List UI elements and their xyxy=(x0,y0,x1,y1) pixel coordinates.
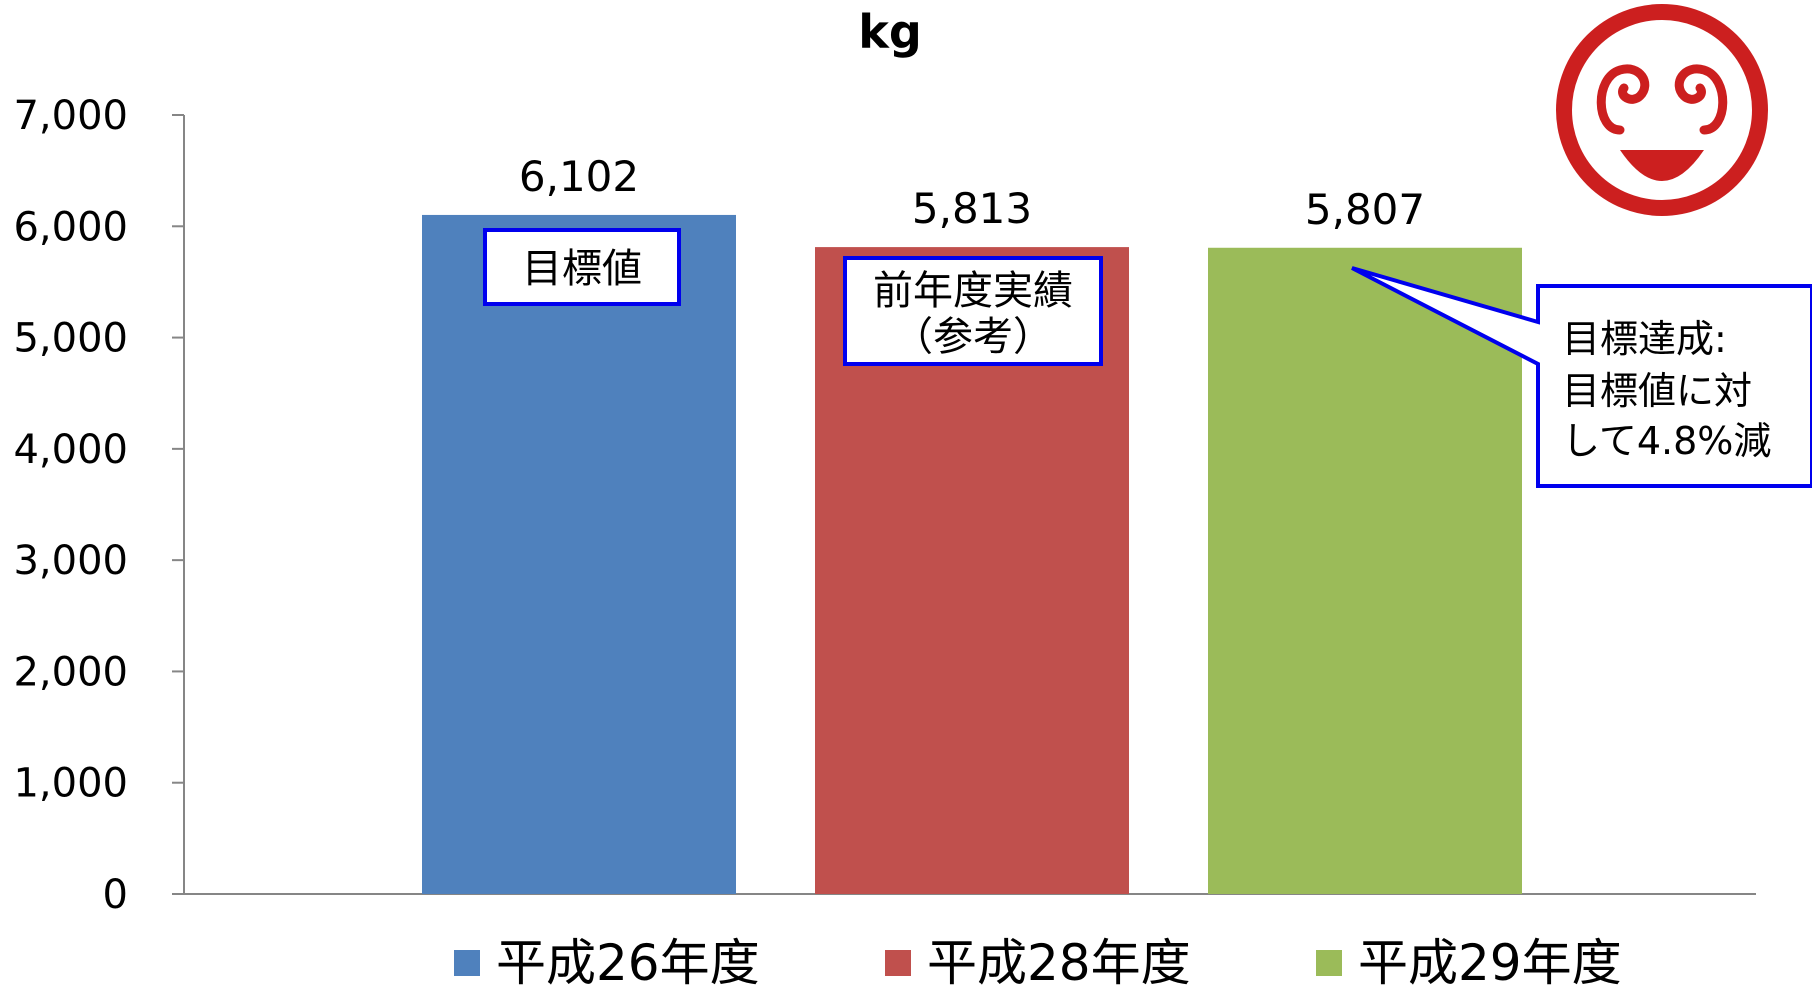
y-tick-label: 3,000 xyxy=(13,538,128,584)
callout-line-2: 目標値に対 xyxy=(1562,369,1752,413)
data-labels-group: 6,102 5,813 5,807 xyxy=(519,152,1425,234)
bar xyxy=(422,214,736,894)
legend-swatch xyxy=(885,950,911,976)
data-label: 6,102 xyxy=(519,152,639,201)
left-eye-icon xyxy=(1596,64,1650,135)
target-note-box xyxy=(483,228,681,306)
previous-year-note-line1: 前年度実績 xyxy=(873,268,1073,314)
legend-label: 平成26年度 xyxy=(496,934,760,990)
legend: 平成26年度 平成28年度 平成29年度 xyxy=(454,934,1622,990)
data-label: 5,813 xyxy=(912,184,1032,233)
previous-year-note-box xyxy=(843,256,1103,366)
y-tick-label: 7,000 xyxy=(13,93,128,139)
legend-label: 平成28年度 xyxy=(927,934,1191,990)
y-axis-ticks: 0 1,000 2,000 3,000 4,000 5,000 6,000 7,000 xyxy=(13,93,184,918)
previous-year-note-line2: （参考） xyxy=(893,314,1053,360)
data-label: 5,807 xyxy=(1305,185,1425,234)
mouth-icon xyxy=(1620,150,1704,181)
y-tick-label: 1,000 xyxy=(13,761,128,807)
target-note-label: 目標値 xyxy=(522,246,642,292)
achievement-callout xyxy=(1351,266,1812,488)
right-eye-icon xyxy=(1674,64,1728,135)
y-tick-label: 6,000 xyxy=(13,204,128,250)
y-tick-label: 2,000 xyxy=(13,649,128,695)
bar xyxy=(1208,247,1522,894)
legend-label: 平成29年度 xyxy=(1358,934,1622,990)
smiling-face-logo xyxy=(1556,4,1768,216)
bars-group xyxy=(422,214,1522,895)
callout-line-1: 目標達成: xyxy=(1562,317,1727,361)
y-tick-label: 5,000 xyxy=(13,316,128,362)
legend-swatch xyxy=(1316,950,1342,976)
chart-title: kg xyxy=(858,5,922,59)
y-tick-label: 4,000 xyxy=(13,427,128,473)
y-tick-label: 0 xyxy=(103,872,128,918)
legend-swatch xyxy=(454,950,480,976)
callout-line-3: して4.8%減 xyxy=(1562,419,1771,463)
